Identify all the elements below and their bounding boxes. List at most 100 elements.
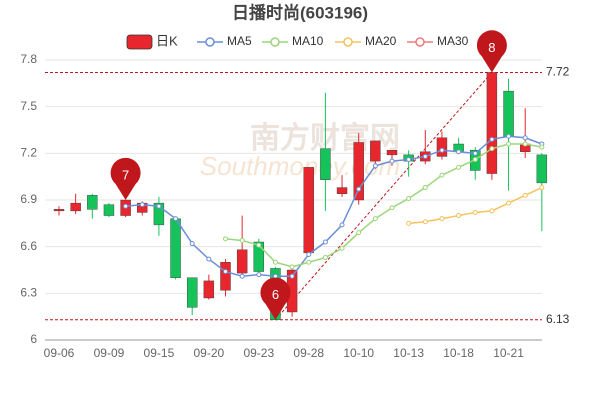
ma-point: [422, 219, 428, 225]
ma-point: [456, 149, 462, 155]
x-tick-label: 09-15: [144, 346, 175, 360]
ma-point: [506, 133, 512, 139]
ma-point: [189, 241, 195, 247]
ma-point: [339, 222, 345, 228]
ma-point: [356, 186, 362, 192]
candle-body: [436, 137, 448, 157]
x-tick-label: 10-21: [493, 346, 524, 360]
ma-point: [289, 264, 295, 270]
x-tick-label: 10-10: [343, 346, 374, 360]
pin-label: 7: [122, 167, 129, 182]
ma-point: [289, 273, 295, 279]
chart-title: 日播时尚(603196): [232, 2, 368, 22]
y-tick-label: 6.9: [20, 192, 37, 206]
ma-point: [489, 146, 495, 152]
legend-label: MA5: [227, 34, 252, 48]
pin: [260, 277, 291, 320]
candle-body: [203, 280, 215, 299]
legend-label: MA30: [437, 34, 469, 48]
y-tick-label: 7.8: [20, 52, 37, 66]
legend-marker: [270, 37, 280, 47]
candle-body: [170, 218, 181, 278]
ma-point: [472, 150, 478, 156]
ma-point: [506, 141, 512, 147]
ma-point: [306, 259, 312, 265]
ma-point: [322, 255, 328, 261]
ma-point: [272, 259, 278, 265]
legend-label: MA20: [365, 34, 397, 48]
ma-point: [439, 216, 445, 222]
watermark: Southmoney.com: [200, 151, 400, 181]
ma-point: [123, 203, 129, 209]
pin: [110, 157, 141, 200]
ma-point: [506, 200, 512, 206]
x-tick-label: 09-09: [94, 346, 125, 360]
ma-point: [472, 209, 478, 215]
candle-body: [336, 187, 348, 194]
x-tick-label: 09-06: [44, 346, 75, 360]
ma-point: [239, 273, 245, 279]
ma-point: [456, 213, 462, 219]
legend-label: 日K: [156, 33, 178, 48]
ma-point: [539, 185, 545, 191]
pin-label: 8: [488, 40, 495, 55]
ma-point: [239, 237, 245, 243]
ma-point: [522, 192, 528, 198]
ma-point: [173, 216, 179, 222]
ma-point: [456, 164, 462, 170]
candle-body: [370, 140, 381, 162]
candle-body: [486, 72, 498, 174]
legend-swatch: [126, 34, 153, 50]
ma-point: [422, 185, 428, 191]
candle-body: [87, 195, 98, 210]
ma-point: [472, 157, 478, 163]
ma-point: [156, 203, 162, 209]
ma-line: [125, 135, 543, 277]
ma-point: [522, 135, 528, 141]
ma-point: [256, 242, 262, 248]
ma-point: [522, 141, 528, 147]
ma-point: [422, 153, 428, 159]
candle-body: [503, 90, 514, 137]
ma-point: [489, 208, 495, 214]
y-tick-label: 7.5: [20, 99, 37, 113]
ma-line: [225, 143, 542, 268]
ma-point: [223, 269, 228, 275]
ma-point: [389, 205, 395, 211]
pin-label: 6: [272, 287, 279, 302]
y-tick-label: 6: [30, 332, 37, 346]
candle-body: [236, 249, 248, 274]
candle-body: [353, 142, 364, 201]
candle-body: [220, 262, 231, 291]
candle-body: [70, 202, 81, 212]
candle-body: [53, 209, 65, 212]
ma-point: [356, 230, 362, 236]
candle-body: [186, 277, 198, 308]
ref-label: 7.72: [546, 65, 570, 79]
candle-body: [303, 167, 314, 254]
candle-body: [103, 204, 115, 216]
ma-point: [406, 195, 412, 201]
candle-body: [153, 202, 165, 226]
ma-point: [439, 147, 445, 153]
x-tick-label: 09-20: [193, 346, 224, 360]
x-tick-label: 10-13: [393, 346, 424, 360]
legend-label: MA10: [292, 34, 324, 48]
y-tick-label: 6.6: [20, 239, 37, 253]
x-tick-label: 09-23: [243, 346, 274, 360]
ma-point: [389, 158, 395, 164]
ma-point: [306, 251, 312, 257]
ref-label: 6.13: [546, 312, 570, 326]
candle-body: [253, 241, 265, 272]
ma-point: [372, 216, 378, 222]
ma-point: [223, 236, 228, 242]
candle-body: [386, 150, 398, 156]
ma-point: [406, 220, 412, 226]
x-tick-label: 10-18: [443, 346, 474, 360]
ma-point: [372, 163, 378, 169]
ma-point: [256, 272, 262, 278]
y-tick-label: 6.3: [20, 286, 37, 300]
ma-point: [206, 256, 212, 262]
ma-point: [139, 202, 145, 208]
